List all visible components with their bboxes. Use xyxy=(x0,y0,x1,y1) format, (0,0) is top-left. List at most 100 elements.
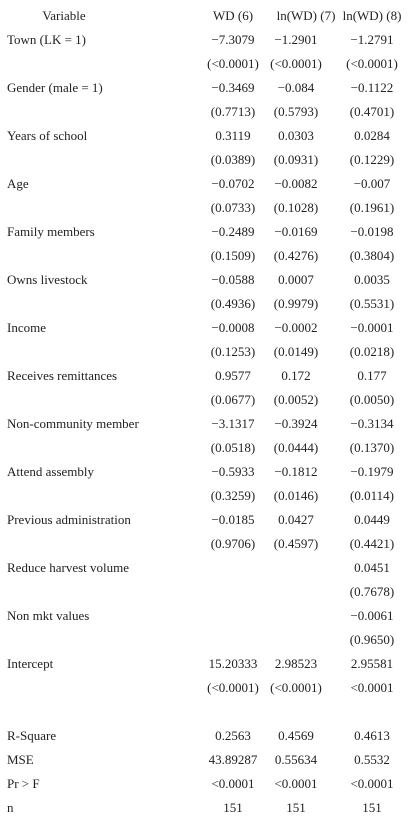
row-label: Attend assembly xyxy=(7,464,95,479)
stat-value: <0.0001 xyxy=(211,776,255,791)
cell-value: (0.0149) xyxy=(273,344,319,359)
cell-value: (0.0677) xyxy=(210,392,256,407)
cell-value: (0.0733) xyxy=(210,200,256,215)
cell-value: (0.5793) xyxy=(273,104,319,119)
row-label: Family members xyxy=(7,224,95,239)
cell-value: (0.0050) xyxy=(349,392,395,407)
cell-value: −0.1122 xyxy=(350,80,394,95)
column-header: ln(WD) (7) xyxy=(276,8,336,23)
stat-value: 0.4613 xyxy=(354,728,390,743)
row-label: Reduce harvest volume xyxy=(7,560,130,575)
stat-value: 151 xyxy=(223,800,243,815)
cell-value: (0.5531) xyxy=(349,296,395,311)
cell-value: 0.0303 xyxy=(278,128,314,143)
stat-label: n xyxy=(7,800,14,815)
cell-value: −3.1317 xyxy=(211,416,255,431)
stat-label: Pr > F xyxy=(7,776,40,791)
row-label: Owns livestock xyxy=(7,272,88,287)
cell-value: <0.0001 xyxy=(350,680,394,695)
cell-value: −0.0082 xyxy=(274,176,318,191)
cell-value: (<0.0001) xyxy=(270,680,322,695)
row-label: Town (LK = 1) xyxy=(7,32,86,47)
cell-value: (0.9706) xyxy=(210,536,256,551)
cell-value: (0.4936) xyxy=(210,296,256,311)
cell-value: (0.4421) xyxy=(349,536,395,551)
cell-value: (0.3259) xyxy=(210,488,256,503)
cell-value: −0.1812 xyxy=(274,464,318,479)
stat-label: MSE xyxy=(7,752,34,767)
cell-value: 0.0451 xyxy=(354,560,390,575)
row-label: Non mkt values xyxy=(7,608,90,623)
cell-value: −0.0702 xyxy=(211,176,255,191)
cell-value: (<0.0001) xyxy=(346,56,398,71)
cell-value: −0.0588 xyxy=(211,272,255,287)
row-label: Non-community member xyxy=(7,416,139,431)
row-label: Intercept xyxy=(7,656,54,671)
cell-value: −0.2489 xyxy=(211,224,255,239)
cell-value: −1.2901 xyxy=(274,32,318,47)
cell-value: (0.0931) xyxy=(273,152,319,167)
cell-value: (0.4276) xyxy=(273,248,319,263)
cell-value: 0.0035 xyxy=(354,272,390,287)
cell-value: 0.0449 xyxy=(354,512,390,527)
column-header: Variable xyxy=(42,8,86,23)
row-label: Previous administration xyxy=(7,512,131,527)
cell-value: (0.0146) xyxy=(273,488,319,503)
row-label: Age xyxy=(7,176,29,191)
cell-value: 0.0007 xyxy=(278,272,314,287)
cell-value: (0.0218) xyxy=(349,344,395,359)
stat-value: <0.0001 xyxy=(274,776,318,791)
cell-value: (0.0114) xyxy=(350,488,394,503)
cell-value: 0.0284 xyxy=(354,128,390,143)
cell-value: −0.084 xyxy=(277,80,315,95)
stat-value: 0.55634 xyxy=(274,752,318,767)
stat-value: 0.4569 xyxy=(278,728,314,743)
cell-value: −0.0001 xyxy=(350,320,394,335)
cell-value: (0.7678) xyxy=(349,584,395,599)
cell-value: (0.9979) xyxy=(273,296,319,311)
cell-value: (0.0518) xyxy=(210,440,256,455)
stat-value: 151 xyxy=(286,800,306,815)
cell-value: −0.3469 xyxy=(211,80,255,95)
cell-value: (<0.0001) xyxy=(270,56,322,71)
cell-value: −0.0061 xyxy=(350,608,394,623)
cell-value: (0.0444) xyxy=(273,440,319,455)
stat-value: 151 xyxy=(362,800,382,815)
column-header: WD (6) xyxy=(212,8,254,23)
cell-value: (0.4597) xyxy=(273,536,319,551)
cell-value: (0.7713) xyxy=(210,104,256,119)
cell-value: −0.0008 xyxy=(211,320,255,335)
cell-value: −1.2791 xyxy=(350,32,394,47)
cell-value: −7.3079 xyxy=(211,32,255,47)
cell-value: −0.5933 xyxy=(211,464,255,479)
cell-value: 0.172 xyxy=(281,368,311,383)
cell-value: (0.1028) xyxy=(273,200,319,215)
column-header: ln(WD) (8) xyxy=(342,8,402,23)
cell-value: 0.177 xyxy=(357,368,387,383)
stat-value: <0.0001 xyxy=(350,776,394,791)
cell-value: 0.3119 xyxy=(215,128,251,143)
cell-value: (<0.0001) xyxy=(207,680,259,695)
cell-value: −0.3134 xyxy=(350,416,394,431)
cell-value: −0.0185 xyxy=(211,512,255,527)
cell-value: (0.1509) xyxy=(210,248,256,263)
stat-label: R-Square xyxy=(7,728,57,743)
cell-value: 2.98523 xyxy=(274,656,318,671)
cell-value: (0.1961) xyxy=(349,200,395,215)
row-label: Years of school xyxy=(7,128,88,143)
row-label: Receives remittances xyxy=(7,368,118,383)
cell-value: (0.3804) xyxy=(349,248,395,263)
cell-value: 0.0427 xyxy=(278,512,314,527)
cell-value: −0.007 xyxy=(353,176,391,191)
row-label: Income xyxy=(7,320,46,335)
stat-value: 43.89287 xyxy=(208,752,258,767)
cell-value: −0.0169 xyxy=(274,224,318,239)
cell-value: (0.4701) xyxy=(349,104,395,119)
cell-value: 15.20333 xyxy=(208,656,258,671)
cell-value: (0.1370) xyxy=(349,440,395,455)
cell-value: (0.0052) xyxy=(273,392,319,407)
cell-value: (<0.0001) xyxy=(207,56,259,71)
cell-value: −0.3924 xyxy=(274,416,318,431)
cell-value: (0.9650) xyxy=(349,632,395,647)
stat-value: 0.5532 xyxy=(354,752,390,767)
